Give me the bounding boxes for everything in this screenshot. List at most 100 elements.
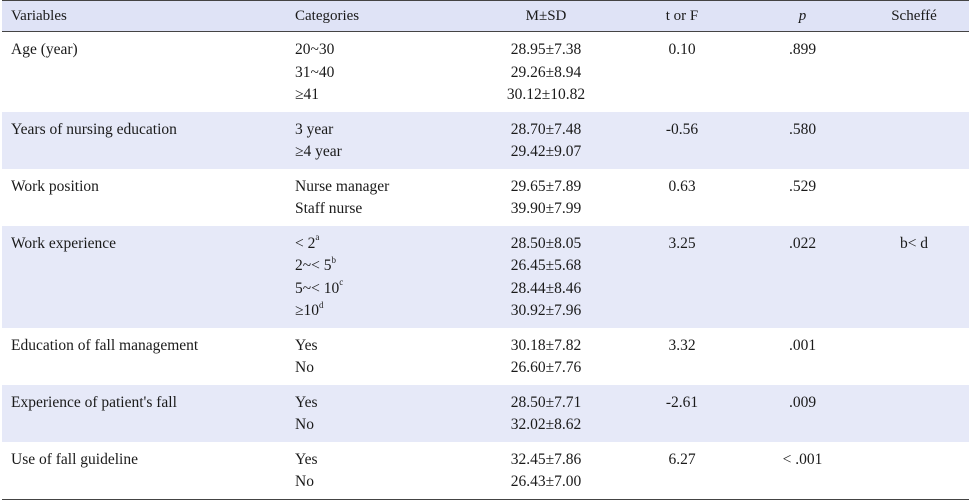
header-row: Variables Categories M±SD t or F p Schef… [2,0,969,32]
category-text: < 2 [295,234,316,252]
msd-value: 30.18±7.82 [510,336,582,354]
variable-cell: Years of nursing education [2,111,291,169]
t-or-f-cell: 6.27 [618,441,746,500]
category-text: Yes [295,393,318,411]
header-categories: Categories [291,0,474,32]
msd-value: 29.65±7.89 [510,177,582,195]
header-p: p [746,0,859,32]
p-value: < .001 [782,450,823,468]
scheffe-cell [859,328,969,385]
category-item: ≥4 year [295,141,474,164]
category-text: Nurse manager [295,177,390,195]
header-msd: M±SD [474,0,618,32]
category-text: ≥41 [295,86,320,103]
msd-value: 26.60±7.76 [510,359,582,376]
p-value: .899 [788,41,817,58]
p-value: .580 [788,120,817,138]
msd-value: 28.95±7.38 [510,41,582,58]
msd-value: 26.43±7.00 [510,473,582,490]
p-value: .529 [788,177,817,195]
categories-cell: 20~30 31~40 ≥41 [291,32,474,112]
variable-cell: Work experience [2,225,291,328]
t-or-f-cell: 0.63 [618,169,746,226]
p-cell: .580 [746,111,859,169]
categories-cell: Yes No [291,328,474,385]
p-value: .009 [788,393,817,411]
categories-cell: 3 year ≥4 year [291,111,474,169]
msd-value: 28.70±7.48 [510,120,582,138]
scheffe-cell [859,32,969,112]
msd-cell: 28.95±7.38 29.26±8.94 30.12±10.82 [474,32,618,112]
msd-cell: 28.50±7.71 32.02±8.62 [474,384,618,442]
p-cell: .899 [746,32,859,112]
msd-value: 32.02±8.62 [510,416,582,433]
categories-cell: Yes No [291,384,474,442]
msd-cell: 29.65±7.89 39.90±7.99 [474,169,618,226]
t-or-f-value: 3.25 [668,234,696,252]
variable-cell: Use of fall guideline [2,441,291,500]
header-scheffe: Scheffé [859,0,969,32]
t-or-f-cell: -2.61 [618,384,746,442]
header-t-or-f: t or F [618,0,746,32]
category-text: Yes [295,336,318,354]
msd-cell: 30.18±7.82 26.60±7.76 [474,328,618,385]
category-text: 20~30 [295,41,335,58]
variable-cell: Experience of patient's fall [2,384,291,442]
msd-value: 29.26±8.94 [510,63,582,81]
variable-cell: Work position [2,169,291,226]
category-item: 2~< 5b [295,255,474,278]
variable-label: Experience of patient's fall [11,393,177,411]
table-row: Work experience < 2a 2~< 5b 5~< 10c ≥10d 28.5… [2,225,969,328]
scheffe-cell [859,384,969,442]
variable-label: Age (year) [11,41,78,58]
table-row: Years of nursing education 3 year ≥4 year 2… [2,111,969,169]
p-cell: < .001 [746,441,859,500]
msd-cell: 32.45±7.86 26.43±7.00 [474,441,618,500]
category-text: No [295,473,314,490]
t-or-f-cell: 3.25 [618,225,746,328]
t-or-f-value: -0.56 [665,120,699,138]
category-superscript: a [315,232,320,243]
p-cell: .529 [746,169,859,226]
category-text: Yes [295,450,318,468]
category-text: 2~< 5 [295,257,332,274]
scheffe-cell: b< d [859,225,969,328]
msd-cell: 28.70±7.48 29.42±9.07 [474,111,618,169]
scheffe-value: b< d [899,234,929,252]
categories-cell: < 2a 2~< 5b 5~< 10c ≥10d [291,225,474,328]
t-or-f-value: 0.63 [668,177,696,195]
p-value: .022 [788,234,817,252]
variable-label: Work experience [11,234,117,252]
p-cell: .001 [746,328,859,385]
t-or-f-value: 6.27 [668,450,696,468]
variable-cell: Age (year) [2,32,291,112]
category-item: Nurse manager [295,176,474,199]
t-or-f-cell: 0.10 [618,32,746,112]
category-item: Yes [295,335,474,358]
category-text: 3 year [295,120,334,138]
category-text: No [295,416,314,433]
table-row: Education of fall management Yes No 30.18±7… [2,328,969,385]
scheffe-cell [859,169,969,226]
category-text: No [295,359,314,376]
msd-value: 28.50±8.05 [510,234,582,252]
category-item: 3 year [295,119,474,142]
variable-label: Education of fall management [11,336,199,354]
scheffe-cell [859,441,969,500]
variable-cell: Education of fall management [2,328,291,385]
category-text: ≥4 year [295,143,342,160]
category-item: No [295,414,474,437]
t-or-f-value: 0.10 [668,41,696,58]
t-or-f-value: -2.61 [665,393,699,411]
variable-label: Use of fall guideline [11,450,138,468]
t-or-f-cell: 3.32 [618,328,746,385]
category-item: Yes [295,392,474,415]
category-text: ≥10 [295,302,320,319]
category-item: Yes [295,449,474,472]
variable-label: Work position [11,177,99,195]
msd-value: 39.90±7.99 [510,200,582,217]
category-item: No [295,357,474,380]
category-item: 20~30 [295,39,474,62]
category-superscript: d [319,299,324,310]
